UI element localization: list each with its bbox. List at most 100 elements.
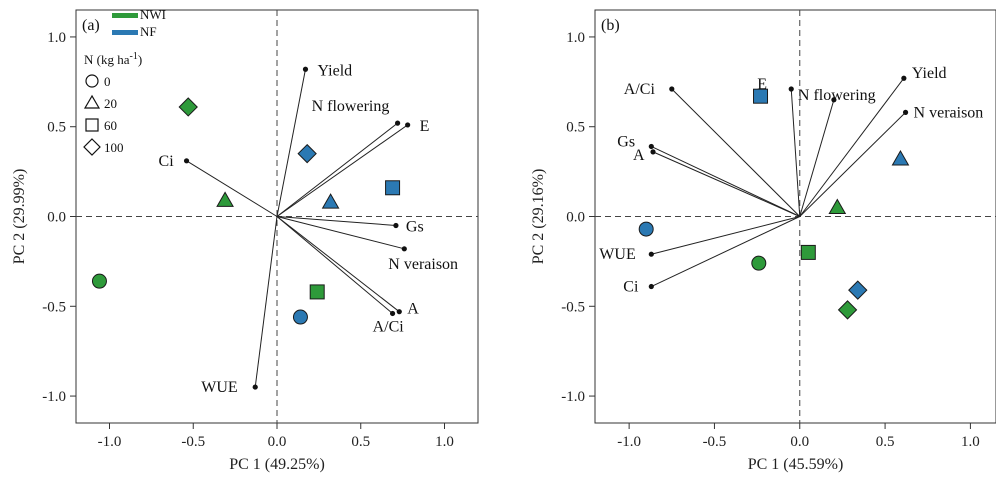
- panel-b: -1.0 -0.5 0.0 0.5 1.0 -1.0 -0.5 0.0 0.5 1.0 PC 1 (…: [530, 9, 996, 473]
- loading-vector: [652, 151, 800, 217]
- legend-level-label: 20: [104, 96, 117, 111]
- loading-label: A: [633, 147, 645, 164]
- legend-n-title: N (kg ha-1): [84, 51, 142, 67]
- loading-vector: [276, 216, 393, 314]
- legend-level-label: 100: [104, 140, 124, 155]
- x-axis-title: PC 1 (49.25%): [229, 456, 325, 473]
- y-tick-label: -0.5: [42, 299, 66, 315]
- loading-label: N flowering: [312, 98, 390, 115]
- x-tick-label: 1.0: [961, 434, 980, 450]
- point-nf-circle: [292, 309, 308, 325]
- loading-label: Ci: [159, 153, 175, 170]
- loading-endpoint: [831, 97, 837, 103]
- point-nf-triangle: [891, 150, 910, 166]
- point-nwi-diamond: [178, 97, 198, 117]
- point-nwi-square: [309, 284, 325, 300]
- loading-label: A/Ci: [373, 318, 405, 335]
- loading-label: WUE: [201, 379, 237, 396]
- loading-vector: [671, 88, 801, 217]
- legend-swatch-nwi: [112, 13, 138, 18]
- y-tick-label: -1.0: [561, 389, 585, 405]
- loading-vector: [651, 146, 800, 217]
- point-nf-triangle: [321, 193, 340, 209]
- point-nf-square: [385, 180, 401, 196]
- loading-endpoint: [648, 251, 654, 257]
- y-tick-label: -1.0: [42, 389, 66, 405]
- loading-endpoint: [401, 246, 407, 252]
- loading-vector: [276, 216, 405, 250]
- loading-vector: [254, 216, 278, 388]
- y-tick-label: 0.0: [47, 210, 66, 226]
- y-tick-label: -0.5: [561, 299, 585, 315]
- loading-vector: [276, 122, 398, 217]
- y-tick-label: 0.5: [47, 120, 66, 136]
- legend-label-nf: NF: [140, 24, 157, 39]
- point-nf-circle: [638, 221, 654, 237]
- loading-vector: [799, 99, 835, 217]
- x-tick-label: 1.0: [435, 434, 454, 450]
- loading-label: N veraison: [914, 104, 984, 121]
- point-nwi-square: [800, 244, 816, 260]
- point-nwi-triangle: [216, 191, 234, 207]
- legend-shape-diamond: [83, 138, 101, 156]
- y-tick-label: 0.0: [566, 210, 585, 226]
- x-tick-label: 0.0: [268, 434, 287, 450]
- y-tick-label: 1.0: [47, 30, 66, 46]
- loading-vector: [276, 69, 306, 217]
- loading-endpoint: [902, 109, 909, 115]
- loading-endpoint: [252, 384, 258, 390]
- x-tick-label: 0.5: [876, 434, 895, 450]
- loading-endpoint: [393, 222, 399, 229]
- legend-level-label: 60: [104, 118, 117, 133]
- loading-endpoint: [650, 149, 656, 155]
- legend-shape-triangle: [83, 94, 101, 109]
- legend-swatch-nf: [112, 30, 138, 35]
- x-tick-label: -0.5: [181, 434, 205, 450]
- x-tick-label: -1.0: [617, 434, 641, 450]
- panel-label: (b): [601, 17, 620, 34]
- legend-shape-square: [85, 118, 99, 132]
- x-tick-label: 0.0: [790, 434, 809, 450]
- loading-label: A: [407, 301, 419, 318]
- loading-vector: [186, 160, 278, 217]
- legend: NWI NF N (kg ha-1) 0 20 60 100: [83, 7, 166, 156]
- point-nwi-diamond: [837, 300, 858, 320]
- loading-endpoint: [395, 120, 401, 126]
- y-axis-title: PC 2 (29.16%): [530, 169, 547, 265]
- loading-vector: [799, 77, 905, 217]
- loading-label: N veraison: [388, 256, 458, 273]
- loading-endpoint: [901, 75, 907, 81]
- loading-label: WUE: [599, 246, 635, 263]
- loading-endpoint: [183, 158, 190, 164]
- loading-vector: [651, 216, 800, 255]
- loading-vector: [651, 216, 800, 287]
- legend-label-nwi: NWI: [140, 7, 166, 22]
- point-nwi-circle: [751, 255, 767, 271]
- point-nwi-triangle: [828, 198, 847, 215]
- loading-endpoint: [648, 143, 654, 150]
- panel-label: (a): [82, 17, 100, 34]
- loading-vector: [276, 216, 396, 226]
- panel-a: -1.0 -0.5 0.0 0.5 1.0 -1.0 -0.5 0.0 0.5 1.0 PC 1 (…: [11, 7, 479, 473]
- y-tick-label: 1.0: [566, 30, 585, 46]
- loading-label: Yield: [317, 62, 352, 79]
- loading-endpoint: [669, 86, 675, 92]
- x-tick-label: 0.5: [351, 434, 370, 450]
- point-nf-diamond: [848, 280, 868, 300]
- loading-label: Gs: [406, 218, 424, 235]
- loading-vector: [799, 111, 906, 217]
- point-nwi-circle: [91, 273, 107, 289]
- loading-vector: [276, 124, 408, 217]
- loading-vector: [790, 88, 801, 217]
- loading-endpoint: [788, 86, 794, 92]
- legend-level-label: 0: [104, 74, 111, 89]
- x-axis-title: PC 1 (45.59%): [748, 456, 844, 473]
- loading-label: N flowering: [798, 87, 876, 104]
- loading-label: E: [757, 76, 767, 93]
- loading-endpoint: [302, 66, 309, 72]
- loading-endpoint: [648, 283, 654, 290]
- point-nf-diamond: [297, 143, 317, 164]
- loading-endpoint: [405, 122, 411, 128]
- point-nf-square: [753, 88, 769, 104]
